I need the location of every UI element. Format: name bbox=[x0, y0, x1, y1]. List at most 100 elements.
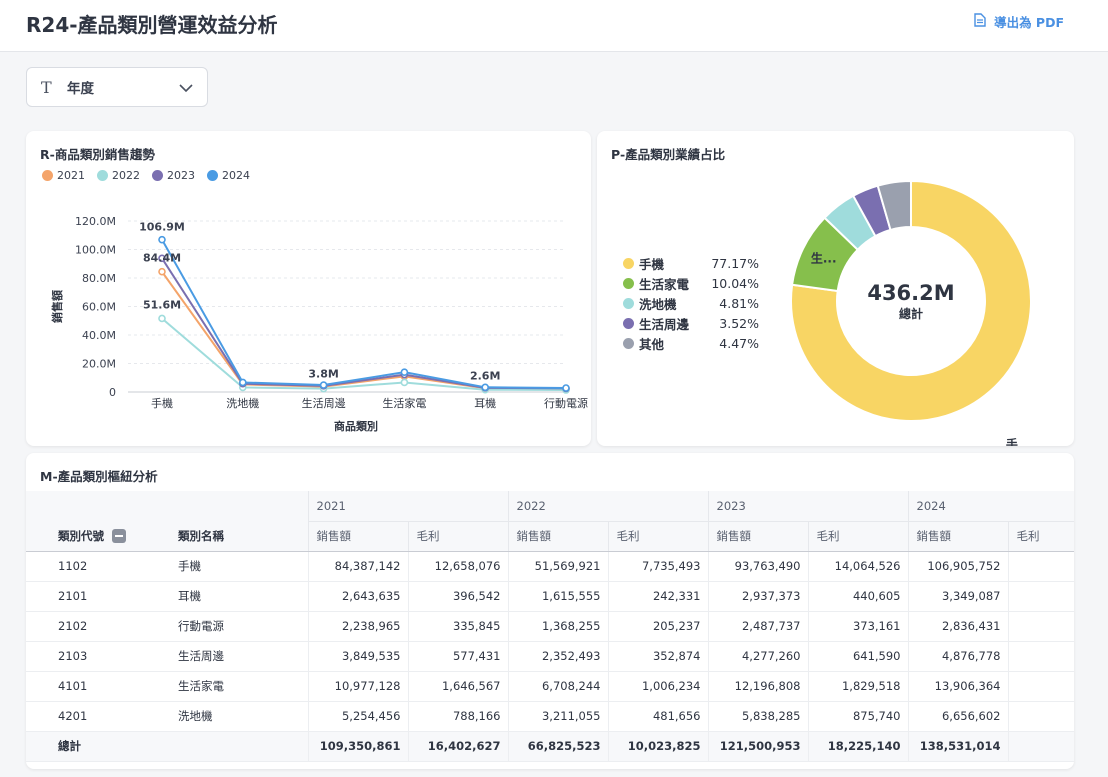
table-row[interactable]: 2102 行動電源 2,238,965 335,845 1,368,255 205,237… bbox=[26, 611, 1074, 642]
table-row[interactable]: 2103 生活周邊 3,849,535 577,431 2,352,493 352,874… bbox=[26, 641, 1074, 672]
cell-name: 手機 bbox=[166, 551, 308, 582]
chevron-down-icon bbox=[179, 78, 193, 97]
col-header-margin[interactable]: 毛利 bbox=[1007, 520, 1074, 552]
col-header-sales[interactable]: 銷售額 bbox=[307, 520, 408, 552]
cell-value: 425 bbox=[1007, 611, 1074, 642]
series-line-2022 bbox=[161, 317, 567, 392]
sales-trend-legend: 2021 2022 2023 2024 bbox=[42, 169, 250, 182]
cell-value: 1,006,234 bbox=[607, 671, 708, 702]
col-header-sales[interactable]: 銷售額 bbox=[907, 520, 1008, 552]
total-value: 20,779 bbox=[1007, 731, 1074, 762]
col-header-sales[interactable]: 銷售額 bbox=[507, 520, 608, 552]
cell-value: 6,656,602 bbox=[907, 701, 1008, 732]
data-point bbox=[158, 235, 166, 244]
table-row[interactable]: 4201 洗地機 5,254,456 788,166 3,211,055 481,656 5… bbox=[26, 701, 1074, 732]
cell-value: 2,643,635 bbox=[307, 581, 408, 612]
cell-value: 51,569,921 bbox=[507, 551, 608, 582]
table-row[interactable]: 4101 生活家電 10,977,128 1,646,567 6,708,244 1,00… bbox=[26, 671, 1074, 702]
y-tick-label: 20.0M bbox=[82, 358, 116, 371]
share-title: P-產品類別業績占比 bbox=[611, 147, 726, 162]
legend-item-accessory[interactable]: 生活周邊 3.52% bbox=[623, 313, 759, 333]
year-filter-label: 年度 bbox=[67, 81, 94, 97]
sales-trend-chart: 0 20.0M 40.0M 60.0M 80.0M 100.0M 120.0M 手機 洗地機 生活… bbox=[50, 215, 588, 433]
table-row[interactable]: 2101 耳機 2,643,635 396,542 1,615,555 242,331 2,… bbox=[26, 581, 1074, 612]
data-label: 106.9M bbox=[139, 221, 185, 234]
slice-label: 生... bbox=[811, 251, 837, 266]
year-header: 2024 bbox=[907, 491, 1074, 521]
legend-item-other[interactable]: 其他 4.47% bbox=[623, 333, 759, 353]
y-tick-label: 100.0M bbox=[75, 244, 116, 257]
cell-value: 12,196,808 bbox=[707, 671, 808, 702]
legend-dot bbox=[623, 317, 634, 329]
year-filter-dropdown[interactable]: T 年度 bbox=[26, 67, 208, 107]
collapse-icon[interactable] bbox=[112, 529, 126, 544]
top-bar: R24-產品類別營運效益分析 導出為 PDF bbox=[0, 0, 1108, 52]
col-header-code[interactable]: 類別代號 bbox=[26, 521, 166, 552]
sales-trend-title: R-商品類別銷售趨勢 bbox=[40, 147, 155, 162]
legend-item-2023[interactable]: 2023 bbox=[152, 169, 195, 182]
header-row-years: 2021 2022 2023 2024 bbox=[26, 491, 1074, 521]
cell-value: 13,906,364 bbox=[907, 671, 1008, 702]
legend-dot bbox=[623, 297, 634, 309]
x-tick-label: 生活周邊 bbox=[302, 396, 346, 410]
col-header-margin[interactable]: 毛利 bbox=[807, 520, 908, 552]
share-legend: 手機 77.17% 生活家電 10.04% 洗地機 4.81% 生活周邊 3.52% 其… bbox=[623, 253, 759, 353]
data-point bbox=[562, 384, 570, 392]
total-row: 總計 109,350,861 16,402,627 66,825,523 10,023,… bbox=[26, 731, 1074, 762]
y-tick-label: 40.0M bbox=[82, 329, 116, 342]
cell-value: 6,708,244 bbox=[507, 671, 608, 702]
col-header-name[interactable]: 類別名稱 bbox=[166, 521, 308, 552]
export-pdf-button[interactable]: 導出為 PDF bbox=[974, 12, 1064, 31]
text-type-icon: T bbox=[41, 77, 52, 97]
x-tick-label: 行動電源 bbox=[544, 396, 588, 410]
total-value: 121,500,953 bbox=[707, 731, 808, 762]
cell-value: 396,542 bbox=[407, 581, 508, 612]
year-header: 2021 bbox=[307, 491, 508, 521]
document-icon bbox=[974, 13, 986, 30]
cell-value: 335,845 bbox=[407, 611, 508, 642]
cell-value: 3,211,055 bbox=[507, 701, 608, 732]
cell-name: 洗地機 bbox=[166, 701, 308, 732]
donut-slice-0 bbox=[790, 179, 1032, 422]
table-row[interactable]: 1102 手機 84,387,142 12,658,076 51,569,921 7,73… bbox=[26, 551, 1074, 582]
cell-value: 373,161 bbox=[807, 611, 908, 642]
legend-item-phone[interactable]: 手機 77.17% bbox=[623, 253, 759, 273]
donut-slice-4 bbox=[876, 179, 912, 232]
pivot-title: M-產品類別樞紐分析 bbox=[40, 469, 158, 484]
donut-center-value: 436.2M bbox=[867, 281, 954, 305]
legend-item-floor-washer[interactable]: 洗地機 4.81% bbox=[623, 293, 759, 313]
data-point bbox=[158, 267, 166, 276]
y-tick-label: 60.0M bbox=[82, 301, 116, 314]
cell-value: 1,829,518 bbox=[807, 671, 908, 702]
cell-value: 641,590 bbox=[807, 641, 908, 672]
cell-code: 4201 bbox=[26, 701, 166, 732]
y-tick-label: 80.0M bbox=[82, 272, 116, 285]
cell-value: 5,254,456 bbox=[307, 701, 408, 732]
total-value: 16,402,627 bbox=[407, 731, 508, 762]
legend-item-2024[interactable]: 2024 bbox=[207, 169, 250, 182]
cell-value: 12,658,076 bbox=[407, 551, 508, 582]
y-tick-label: 0 bbox=[109, 386, 116, 399]
col-header-sales[interactable]: 銷售額 bbox=[707, 520, 808, 552]
data-point bbox=[158, 314, 166, 323]
pivot-table-wrapper[interactable]: 2021 2022 2023 2024 類別代號 類別名稱 銷售額 毛利 銷售額… bbox=[26, 491, 1074, 769]
page-title: R24-產品類別營運效益分析 bbox=[26, 13, 278, 37]
cell-value: 2,085 bbox=[1007, 671, 1074, 702]
data-point bbox=[481, 383, 490, 392]
col-header-margin[interactable]: 毛利 bbox=[407, 520, 508, 552]
cell-value: 998 bbox=[1007, 701, 1074, 732]
legend-item-2022[interactable]: 2022 bbox=[97, 169, 140, 182]
cell-value: 2,238,965 bbox=[307, 611, 408, 642]
series-line-2024 bbox=[161, 239, 567, 390]
cell-value: 3,349,087 bbox=[907, 581, 1008, 612]
data-point bbox=[158, 254, 166, 263]
legend-item-appliance[interactable]: 生活家電 10.04% bbox=[623, 273, 759, 293]
col-header-margin[interactable]: 毛利 bbox=[607, 520, 708, 552]
cell-value: 1,615,555 bbox=[507, 581, 608, 612]
legend-item-2021[interactable]: 2021 bbox=[42, 169, 85, 182]
share-card: P-產品類別業績占比 手機 77.17% 生活家電 10.04% 洗地機 4.81% … bbox=[597, 131, 1074, 446]
cell-name: 生活家電 bbox=[166, 671, 308, 702]
cell-value: 352,874 bbox=[607, 641, 708, 672]
legend-dot bbox=[207, 170, 218, 181]
